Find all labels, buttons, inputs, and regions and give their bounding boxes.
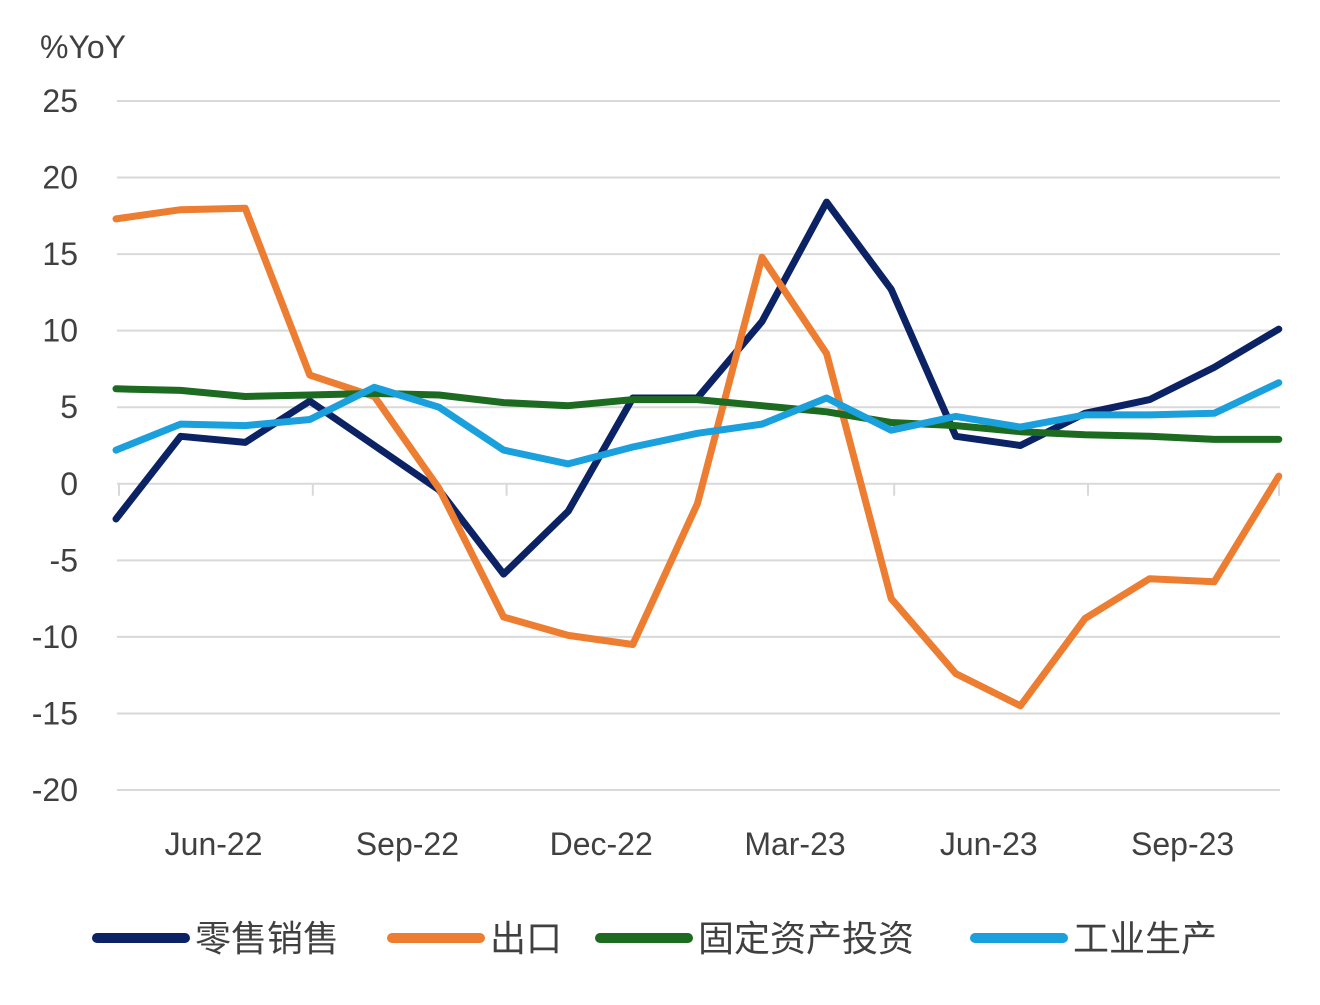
x-tick-label: Sep-23: [1131, 826, 1234, 862]
y-tick-label: -5: [50, 542, 78, 578]
y-tick-label: 20: [42, 160, 78, 196]
x-tick-label: Dec-22: [550, 826, 653, 862]
legend-label: 工业生产: [1073, 919, 1217, 960]
x-axis: Jun-22 Sep-22 Dec-22 Mar-23 Jun-23 Sep-23: [117, 482, 1280, 862]
series-line: [112, 198, 1283, 578]
series-line: [112, 204, 1283, 710]
legend-label: 固定资产投资: [698, 919, 914, 960]
y-tick-label: -20: [32, 772, 78, 808]
series-line: [112, 385, 1283, 443]
x-tick-label: Jun-22: [165, 826, 263, 862]
y-tick-label: 0: [60, 466, 78, 502]
series-line: [112, 379, 1283, 468]
x-tick-label: Mar-23: [744, 826, 845, 862]
legend-label: 零售销售: [195, 919, 339, 960]
y-tick-label: -10: [32, 619, 78, 655]
y-unit-label: %YoY: [40, 29, 126, 65]
grid-lines: [117, 100, 1280, 791]
y-tick-label: -15: [32, 695, 78, 731]
legend: 零售销售 出口 固定资产投资 工业生产: [92, 919, 1217, 960]
y-tick-labels: 25 20 15 10 5 0 -5 -10 -15 -20: [32, 83, 78, 808]
y-tick-label: 5: [60, 389, 78, 425]
x-tick-label: Jun-23: [940, 826, 1038, 862]
y-tick-label: 10: [42, 313, 78, 349]
y-tick-label: 25: [42, 83, 78, 119]
x-tick-label: Sep-22: [356, 826, 459, 862]
y-tick-label: 15: [42, 236, 78, 272]
legend-label: 出口: [490, 919, 562, 960]
series-lines: [112, 198, 1283, 710]
